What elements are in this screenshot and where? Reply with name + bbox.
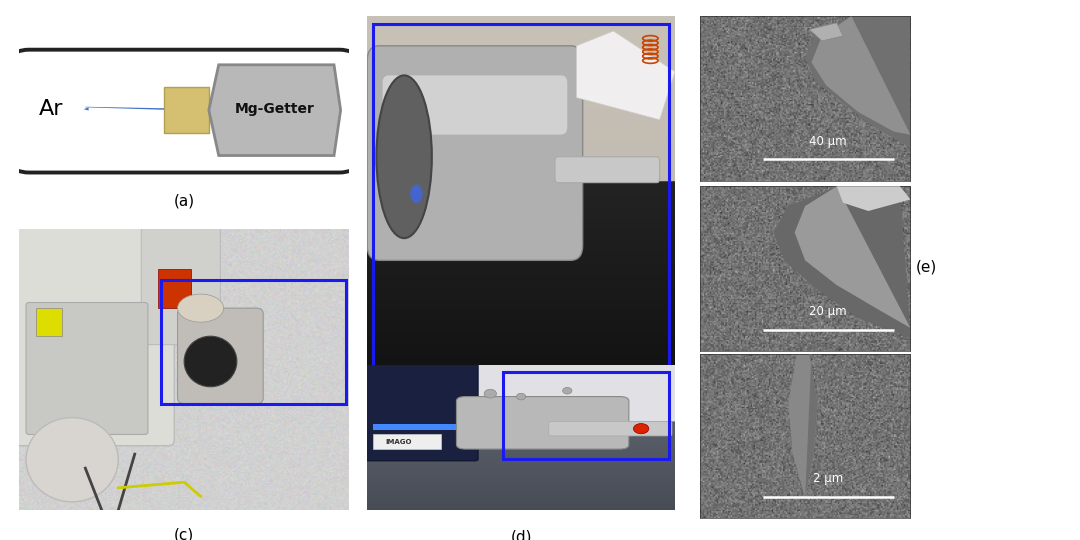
Ellipse shape xyxy=(177,294,224,322)
Polygon shape xyxy=(806,354,818,498)
Text: 20 μm: 20 μm xyxy=(810,305,847,318)
FancyBboxPatch shape xyxy=(457,396,629,449)
Polygon shape xyxy=(806,16,910,148)
Ellipse shape xyxy=(634,423,649,434)
Text: (a): (a) xyxy=(174,193,194,208)
Bar xyxy=(161,280,346,403)
FancyBboxPatch shape xyxy=(555,157,660,183)
FancyBboxPatch shape xyxy=(549,421,672,436)
Polygon shape xyxy=(837,186,910,211)
Polygon shape xyxy=(83,107,89,111)
Text: 40 μm: 40 μm xyxy=(810,135,847,148)
Text: (b): (b) xyxy=(511,397,531,412)
Polygon shape xyxy=(795,186,910,328)
Ellipse shape xyxy=(410,185,422,203)
FancyBboxPatch shape xyxy=(382,76,567,134)
Ellipse shape xyxy=(563,388,572,394)
Text: (e): (e) xyxy=(916,260,937,275)
Text: (d): (d) xyxy=(511,529,531,540)
FancyBboxPatch shape xyxy=(141,227,220,345)
Text: Ar: Ar xyxy=(39,99,63,119)
FancyBboxPatch shape xyxy=(367,46,583,260)
Text: IMAGO: IMAGO xyxy=(386,439,413,445)
Ellipse shape xyxy=(377,76,432,238)
Polygon shape xyxy=(811,16,910,135)
FancyBboxPatch shape xyxy=(364,363,478,461)
Ellipse shape xyxy=(26,417,119,502)
Bar xyxy=(158,269,191,308)
Text: (c): (c) xyxy=(174,527,194,540)
FancyBboxPatch shape xyxy=(164,87,208,133)
Polygon shape xyxy=(788,354,818,498)
Bar xyxy=(502,372,669,459)
Polygon shape xyxy=(208,65,340,156)
Ellipse shape xyxy=(484,389,497,398)
Bar xyxy=(36,308,63,336)
FancyBboxPatch shape xyxy=(13,224,174,446)
FancyBboxPatch shape xyxy=(26,302,148,435)
Ellipse shape xyxy=(516,393,526,400)
Polygon shape xyxy=(773,186,910,338)
Bar xyxy=(374,424,460,430)
Text: Mg-Getter: Mg-Getter xyxy=(234,102,314,116)
FancyBboxPatch shape xyxy=(177,308,264,403)
Polygon shape xyxy=(577,31,675,120)
FancyBboxPatch shape xyxy=(13,50,355,172)
Text: 2 μm: 2 μm xyxy=(813,472,843,485)
Bar xyxy=(374,435,441,449)
Polygon shape xyxy=(85,107,164,110)
Polygon shape xyxy=(809,23,843,41)
Ellipse shape xyxy=(184,336,237,387)
